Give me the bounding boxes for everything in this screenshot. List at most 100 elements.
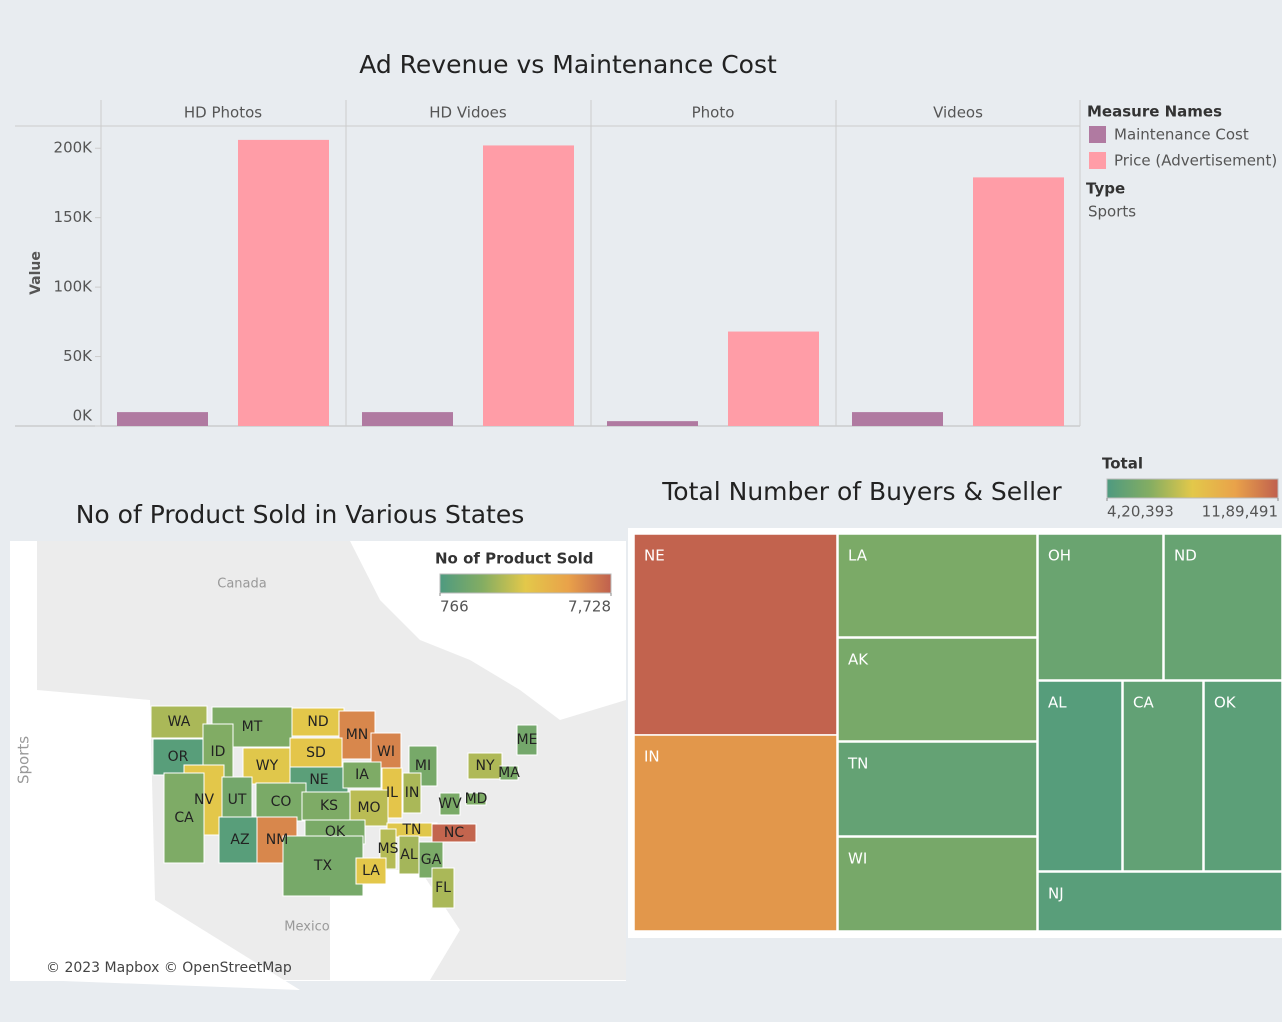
treemap-label: AK: [848, 651, 869, 669]
map-annotation: Canada: [217, 577, 266, 592]
color-legend-bar: [439, 573, 612, 594]
state: [338, 710, 376, 760]
treemap-cell: [837, 637, 1038, 742]
treemap-label: WI: [848, 850, 867, 868]
y-tick-label: 200K: [54, 139, 94, 157]
facet-label: HD Photos: [184, 104, 262, 122]
treemap-cell: [837, 533, 1038, 638]
legend-swatch: [1089, 126, 1106, 143]
state-label: TN: [401, 822, 421, 838]
bar: [852, 412, 943, 426]
state-label: TX: [313, 858, 333, 874]
row-label: Sports: [15, 736, 33, 784]
state: [150, 705, 208, 739]
state-label: CA: [174, 810, 194, 826]
bar: [728, 331, 819, 426]
y-axis-label: Value: [28, 251, 44, 295]
filter-label: Type: [1086, 180, 1125, 198]
state-label: CO: [271, 794, 292, 810]
y-tick-label: 150K: [54, 208, 94, 226]
state: [431, 867, 455, 909]
facet-label: Photo: [692, 104, 735, 122]
state-label: IN: [405, 785, 420, 801]
state: [499, 765, 519, 781]
state-label: ME: [517, 732, 538, 748]
state-label: ID: [211, 744, 226, 760]
chart-title: Total Number of Buyers & Seller: [661, 477, 1062, 506]
state: [218, 816, 262, 864]
state-label: MT: [242, 719, 263, 735]
state-label: MS: [378, 841, 399, 857]
state-label: MN: [346, 727, 369, 743]
color-legend-bar: [1106, 478, 1279, 499]
color-legend-label: 766: [440, 598, 469, 616]
bar: [362, 412, 453, 426]
state-label: SD: [306, 745, 326, 761]
treemap-label: CA: [1133, 694, 1154, 712]
treemap-label: OK: [1214, 694, 1237, 712]
state-label: NC: [444, 825, 464, 841]
treemap-cell: [1203, 680, 1282, 872]
state-label: WA: [168, 714, 191, 730]
treemap-label: NE: [644, 547, 665, 565]
treemap-cell: [1122, 680, 1204, 872]
state-label: GA: [421, 852, 442, 868]
state-label: NY: [475, 758, 494, 774]
chart-title: No of Product Sold in Various States: [76, 500, 525, 529]
treemap-cell: [1037, 533, 1164, 681]
y-tick-label: 50K: [63, 347, 93, 365]
treemap-cell: [633, 533, 838, 736]
state: [291, 707, 345, 737]
facet-label: Videos: [933, 104, 983, 122]
treemap-label: TN: [847, 755, 868, 773]
treemap-label: LA: [848, 547, 868, 565]
legend-title: Measure Names: [1087, 103, 1222, 121]
treemap-label: OH: [1048, 547, 1071, 565]
state: [282, 835, 364, 897]
treemap-cell: [1037, 871, 1282, 932]
attribution: © 2023 Mapbox © OpenStreetMap: [46, 960, 292, 976]
state-label: WY: [256, 758, 279, 774]
bar: [607, 421, 698, 426]
bar: [483, 145, 574, 426]
map-water: [330, 870, 460, 980]
state-label: MD: [465, 791, 488, 807]
state-label: MI: [415, 758, 431, 774]
state-label: AL: [400, 847, 418, 863]
state: [465, 792, 487, 806]
map-annotation: Mexico: [284, 920, 329, 935]
bar: [117, 412, 208, 426]
state: [431, 823, 477, 843]
state-label: NM: [266, 832, 289, 848]
state-label: OR: [168, 749, 189, 765]
chart-title: Ad Revenue vs Maintenance Cost: [359, 50, 777, 79]
legend-swatch: [1089, 152, 1106, 169]
legend-label: Price (Advertisement): [1114, 152, 1277, 170]
color-legend-title: No of Product Sold: [435, 550, 594, 568]
state-label: MO: [357, 800, 380, 816]
bar: [238, 139, 329, 426]
state-label: WV: [438, 796, 462, 812]
state-label: NE: [309, 772, 328, 788]
treemap-label: IN: [644, 748, 660, 766]
y-tick-label: 100K: [54, 278, 94, 296]
state-label: ND: [307, 714, 328, 730]
state: [516, 724, 538, 756]
state-label: IA: [355, 767, 369, 783]
state-label: WI: [377, 744, 395, 760]
state: [342, 761, 382, 789]
state: [467, 752, 503, 780]
state-label: NV: [194, 792, 214, 808]
treemap-cell: [837, 836, 1038, 932]
state-label: LA: [362, 863, 380, 879]
treemap-label: AL: [1048, 694, 1067, 712]
filter-value: Sports: [1088, 203, 1136, 221]
state-label: AZ: [230, 832, 249, 848]
color-legend-label: 7,728: [568, 598, 611, 616]
state-label: MA: [498, 765, 520, 781]
legend-label: Maintenance Cost: [1114, 126, 1249, 144]
y-tick-label: 0K: [73, 407, 94, 425]
treemap-cell: [1163, 533, 1282, 681]
state: [355, 857, 387, 885]
color-legend-label: 4,20,393: [1107, 503, 1174, 521]
